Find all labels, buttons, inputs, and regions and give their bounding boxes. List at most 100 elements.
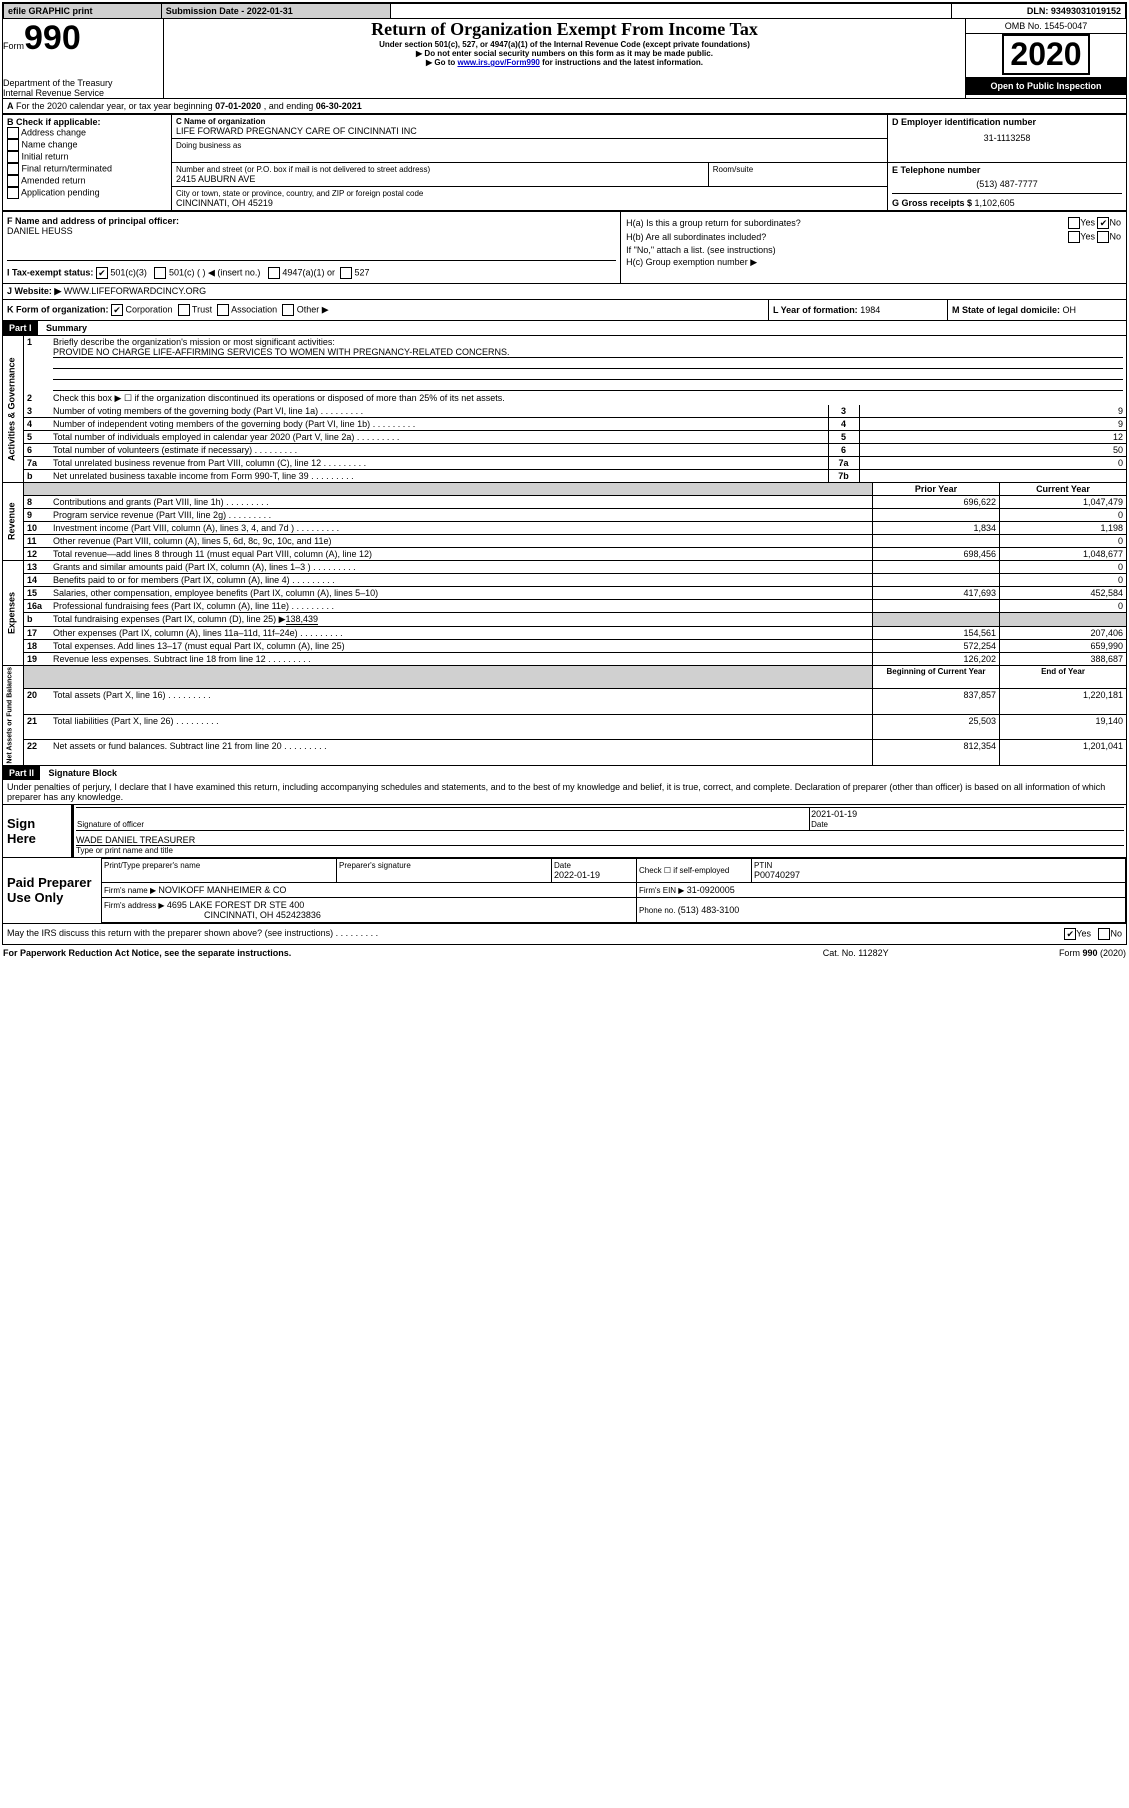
- line-16b: Total fundraising expenses (Part IX, col…: [50, 613, 873, 627]
- form-label: Form: [3, 41, 24, 51]
- discuss-row: May the IRS discuss this return with the…: [3, 923, 1127, 944]
- checkbox-name-change[interactable]: [7, 139, 19, 151]
- box-b-label: B Check if applicable:: [7, 117, 167, 127]
- line-16a: Professional fundraising fees (Part IX, …: [50, 600, 873, 613]
- line-j: J Website: ▶ WWW.LIFEFORWARDCINCY.ORG: [3, 284, 1127, 300]
- section-label-revenue: Revenue: [3, 483, 24, 560]
- checkbox-discuss-yes[interactable]: ✔: [1064, 928, 1076, 940]
- line-22: Net assets or fund balances. Subtract li…: [50, 740, 873, 765]
- line-7b: Net unrelated business taxable income fr…: [50, 470, 828, 483]
- checkbox-k-trust[interactable]: [178, 304, 190, 316]
- box-e: E Telephone number (513) 487-7777 G Gros…: [888, 163, 1127, 211]
- box-c-addr: Number and street (or P.O. box if mail i…: [172, 163, 888, 187]
- checkbox-discuss-no[interactable]: [1098, 928, 1110, 940]
- checkbox-hb-yes[interactable]: [1068, 231, 1080, 243]
- checkbox-final-return[interactable]: [7, 163, 19, 175]
- section-label-netassets: Net Assets or Fund Balances: [3, 666, 24, 765]
- line-17: Other expenses (Part IX, column (A), lin…: [50, 627, 873, 640]
- checkbox-k-assoc[interactable]: [217, 304, 229, 316]
- footer-left: For Paperwork Reduction Act Notice, see …: [2, 947, 766, 959]
- omb-number: OMB No. 1545-0047: [966, 19, 1126, 34]
- line-13: Grants and similar amounts paid (Part IX…: [50, 561, 873, 574]
- box-f: F Name and address of principal officer:…: [3, 212, 621, 283]
- line-15: Salaries, other compensation, employee b…: [50, 587, 873, 600]
- checkbox-k-corp[interactable]: ✔: [111, 304, 123, 316]
- footer-right: Form 990 (2020): [945, 947, 1127, 959]
- line-1: Briefly describe the organization's miss…: [50, 336, 1126, 392]
- line-6: Total number of volunteers (estimate if …: [50, 444, 828, 457]
- part-ii-title: Signature Block: [43, 768, 118, 778]
- checkbox-application-pending[interactable]: [7, 187, 19, 199]
- line-4: Number of independent voting members of …: [50, 418, 828, 431]
- officer-signature[interactable]: Signature of officer: [76, 807, 810, 830]
- line-l: L Year of formation: 1984: [769, 300, 948, 320]
- hdr-prior: Prior Year: [873, 483, 1000, 496]
- line-7a: Total unrelated business revenue from Pa…: [50, 457, 828, 470]
- top-bar: efile GRAPHIC print Submission Date - 20…: [3, 3, 1127, 20]
- line-14: Benefits paid to or for members (Part IX…: [50, 574, 873, 587]
- checkbox-501c[interactable]: [154, 267, 166, 279]
- dept-treasury: Department of the Treasury Internal Reve…: [3, 78, 163, 98]
- line-12: Total revenue—add lines 8 through 11 (mu…: [50, 548, 873, 561]
- line-11: Other revenue (Part VIII, column (A), li…: [50, 535, 873, 548]
- header-sub3: ▶ Go to www.irs.gov/Form990 for instruct…: [164, 58, 965, 67]
- line-2: Check this box ▶ ☐ if the organization d…: [50, 392, 1126, 405]
- form-990-page: efile GRAPHIC print Submission Date - 20…: [2, 2, 1127, 945]
- line-i: I Tax-exempt status: ✔ 501(c)(3) 501(c) …: [7, 261, 616, 279]
- firm-ein: Firm's EIN ▶ 31-0920005: [637, 882, 1126, 897]
- line-20: Total assets (Part X, line 16): [50, 689, 873, 715]
- line-8: Contributions and grants (Part VIII, lin…: [50, 496, 873, 509]
- sign-here-label: Sign Here: [3, 805, 73, 857]
- hdr-eoy: End of Year: [1000, 666, 1127, 689]
- efile-print-button[interactable]: efile GRAPHIC print: [4, 4, 162, 19]
- checkbox-amended-return[interactable]: [7, 175, 19, 187]
- checkbox-k-other[interactable]: [282, 304, 294, 316]
- ptin: PTINP00740297: [752, 858, 1126, 882]
- part-ii-header: Part II: [3, 766, 40, 780]
- open-to-public: Open to Public Inspection: [966, 77, 1126, 95]
- submission-date: 2022-01-31: [247, 6, 293, 16]
- checkbox-hb-no[interactable]: [1097, 231, 1109, 243]
- checkbox-4947a1[interactable]: [268, 267, 280, 279]
- form-number: 990: [24, 19, 81, 57]
- box-c-dba: Doing business as: [172, 139, 888, 163]
- checkbox-address-change[interactable]: [7, 127, 19, 139]
- dln-cell: DLN: 93493031019152: [952, 4, 1126, 19]
- officer-name: WADE DANIEL TREASURER: [76, 835, 1124, 846]
- preparer-name: Print/Type preparer's name: [102, 858, 337, 882]
- tax-year: 2020: [1002, 34, 1089, 75]
- section-label-activities: Activities & Governance: [3, 336, 24, 482]
- line-10: Investment income (Part VIII, column (A)…: [50, 522, 873, 535]
- dln-label: DLN:: [1027, 6, 1051, 16]
- box-c-city: City or town, state or province, country…: [172, 187, 888, 211]
- hdr-boy: Beginning of Current Year: [873, 666, 1000, 689]
- part-i-header: Part I: [3, 321, 38, 335]
- checkbox-501c3[interactable]: ✔: [96, 267, 108, 279]
- paid-preparer-label: Paid Preparer Use Only: [3, 858, 102, 922]
- line-21: Total liabilities (Part X, line 26): [50, 714, 873, 740]
- header-right: OMB No. 1545-0047 2020 Open to Public In…: [966, 19, 1127, 99]
- footer-mid: Cat. No. 11282Y: [766, 947, 945, 959]
- part-i-title: Summary: [40, 323, 87, 333]
- line-18: Total expenses. Add lines 13–17 (must eq…: [50, 640, 873, 653]
- irs-link[interactable]: www.irs.gov/Form990: [457, 58, 539, 67]
- checkbox-initial-return[interactable]: [7, 151, 19, 163]
- hdr-current: Current Year: [1000, 483, 1127, 496]
- submission-date-cell: Submission Date - 2022-01-31: [161, 4, 390, 19]
- line-a: A For the 2020 calendar year, or tax yea…: [3, 99, 1127, 114]
- line-m: M State of legal domicile: OH: [948, 300, 1127, 320]
- section-label-expenses: Expenses: [3, 561, 24, 665]
- line-k: K Form of organization: ✔ Corporation Tr…: [3, 300, 769, 320]
- line-3: Number of voting members of the governin…: [50, 405, 828, 418]
- box-h: H(a) Is this a group return for subordin…: [621, 212, 1126, 283]
- form-header: Form990 Department of the Treasury Inter…: [3, 19, 1127, 99]
- dln-value: 93493031019152: [1051, 6, 1121, 16]
- checkbox-ha-yes[interactable]: [1068, 217, 1080, 229]
- checkbox-527[interactable]: [340, 267, 352, 279]
- firm-phone: Phone no. (513) 483-3100: [637, 897, 1126, 922]
- checkbox-ha-no[interactable]: ✔: [1097, 217, 1109, 229]
- preparer-signature[interactable]: Preparer's signature: [337, 858, 552, 882]
- header-left: Form990 Department of the Treasury Inter…: [3, 19, 164, 99]
- signature-declaration: Under penalties of perjury, I declare th…: [3, 780, 1127, 805]
- firm-name: Firm's name ▶ NOVIKOFF MANHEIMER & CO: [102, 882, 637, 897]
